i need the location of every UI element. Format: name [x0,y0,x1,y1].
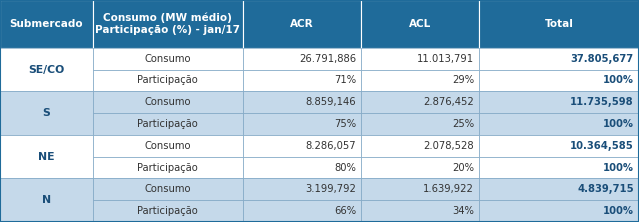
Bar [243,113,361,135]
Bar [93,178,243,200]
Bar [0,48,93,91]
Bar [361,113,479,135]
Text: Consumo (MW médio)
Participação (%) - jan/17: Consumo (MW médio) Participação (%) - ja… [95,12,240,35]
Text: Total: Total [544,19,574,29]
Text: Submercado: Submercado [10,19,83,29]
Bar [479,178,639,200]
Bar [479,91,639,113]
Bar [479,200,639,222]
Text: 4.839,715: 4.839,715 [577,184,634,194]
Text: 34%: 34% [452,206,474,216]
Text: 11.013,791: 11.013,791 [417,54,474,64]
Text: Consumo: Consumo [144,184,191,194]
Text: 29%: 29% [452,75,474,85]
Text: Consumo: Consumo [144,54,191,64]
Bar [243,0,361,48]
Bar [361,48,479,69]
Text: 100%: 100% [603,119,634,129]
Text: Participação: Participação [137,163,198,172]
Bar [479,135,639,157]
Bar [361,91,479,113]
Bar [0,91,93,135]
Text: 11.735,598: 11.735,598 [570,97,634,107]
Bar [361,178,479,200]
Bar [93,48,243,69]
Text: 71%: 71% [334,75,356,85]
Text: Participação: Participação [137,119,198,129]
Text: Participação: Participação [137,206,198,216]
Text: 1.639,922: 1.639,922 [423,184,474,194]
Bar [243,135,361,157]
Text: 20%: 20% [452,163,474,172]
Bar [243,178,361,200]
Text: 25%: 25% [452,119,474,129]
Text: Consumo: Consumo [144,97,191,107]
Bar [243,69,361,91]
Bar [479,157,639,178]
Bar [479,113,639,135]
Bar [0,0,93,48]
Bar [243,157,361,178]
Bar [243,200,361,222]
Bar [243,48,361,69]
Text: NE: NE [38,152,54,162]
Text: Participação: Participação [137,75,198,85]
Bar [361,200,479,222]
Text: 8.286,057: 8.286,057 [305,141,356,151]
Text: Consumo: Consumo [144,141,191,151]
Bar [361,157,479,178]
Text: 26.791,886: 26.791,886 [299,54,356,64]
Bar [93,113,243,135]
Text: 2.078,528: 2.078,528 [424,141,474,151]
Bar [0,178,93,222]
Text: N: N [42,195,51,205]
Text: 8.859,146: 8.859,146 [305,97,356,107]
Bar [93,0,243,48]
Bar [361,0,479,48]
Bar [361,135,479,157]
Text: 37.805,677: 37.805,677 [571,54,634,64]
Text: 100%: 100% [603,163,634,172]
Bar [479,0,639,48]
Text: ACL: ACL [409,19,431,29]
Bar [0,135,93,178]
Bar [361,69,479,91]
Bar [93,200,243,222]
Bar [479,69,639,91]
Text: S: S [42,108,50,118]
Bar [93,157,243,178]
Bar [479,48,639,69]
Bar [243,91,361,113]
Text: 75%: 75% [334,119,356,129]
Bar [93,91,243,113]
Text: SE/CO: SE/CO [28,65,65,75]
Text: 3.199,792: 3.199,792 [305,184,356,194]
Text: 2.876,452: 2.876,452 [424,97,474,107]
Bar [93,69,243,91]
Text: 100%: 100% [603,75,634,85]
Text: ACR: ACR [290,19,314,29]
Bar [93,135,243,157]
Text: 10.364,585: 10.364,585 [570,141,634,151]
Text: 100%: 100% [603,206,634,216]
Text: 80%: 80% [334,163,356,172]
Text: 66%: 66% [334,206,356,216]
